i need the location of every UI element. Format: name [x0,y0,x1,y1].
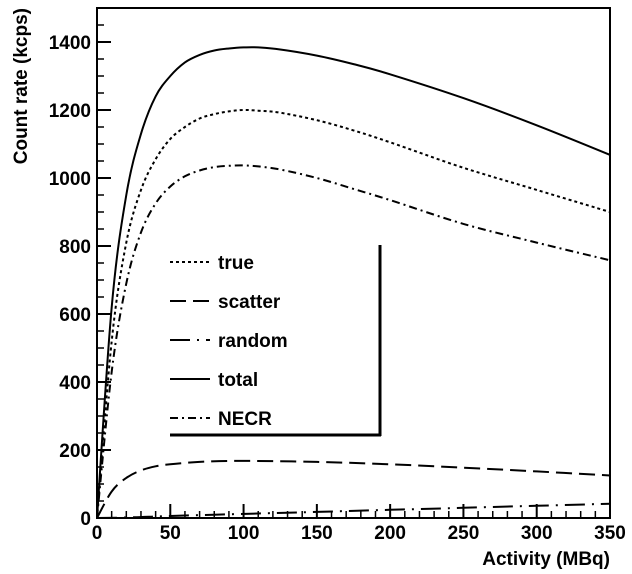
legend: true scatter random total NECR [170,245,382,437]
x-tick-label: 200 [374,523,406,544]
y-tick-label: 1200 [49,101,91,122]
y-axis-title: Count rate (kcps) [11,8,32,164]
series-line-true [96,108,611,519]
x-tick-label: 50 [160,523,181,544]
legend-label-necr: NECR [218,409,272,430]
x-tick-label: 100 [228,523,260,544]
y-tick-label: 600 [59,305,91,326]
y-tick-label: 400 [59,373,91,394]
x-tick-label: 300 [521,523,553,544]
legend-label-true: true [218,253,254,274]
series-lines [96,46,611,519]
y-tick-label: 0 [80,509,91,530]
plot-frame [96,7,611,519]
x-tick-label: 250 [448,523,480,544]
y-tick-label: 1400 [49,33,91,54]
legend-label-scatter: scatter [218,292,281,313]
legend-label-random: random [218,331,288,352]
x-tick-label: 150 [301,523,333,544]
series-line-necr [96,164,611,519]
axes: 0 200 400 600 800 1000 1200 1400 0 50 100 150 200 250… [11,7,626,570]
x-tick-label: 350 [594,523,626,544]
x-axis-title: Activity (MBq) [482,549,610,570]
series-line-total [96,46,611,519]
y-tick-label: 800 [59,237,91,258]
series-line-random [96,502,611,519]
legend-label-total: total [218,370,258,391]
x-tick-label: 0 [92,523,103,544]
y-tick-label: 1000 [49,169,91,190]
series-line-scatter [96,459,611,519]
y-tick-label: 200 [59,441,91,462]
